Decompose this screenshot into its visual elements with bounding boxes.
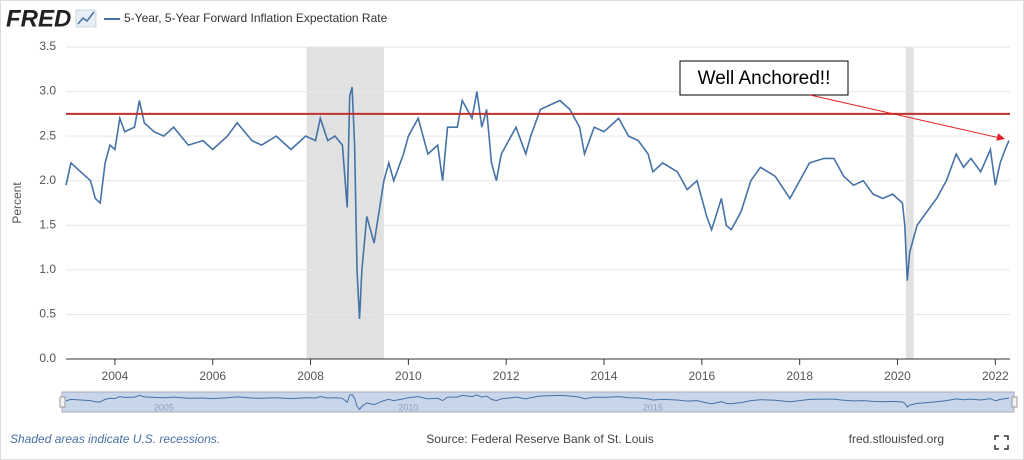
site: fred.stlouisfed.org — [849, 432, 944, 446]
annotation-box — [679, 60, 849, 96]
x-tick-label: 2004 — [102, 369, 129, 383]
y-axis-label: Percent — [10, 182, 24, 224]
logo: FRED — [6, 5, 71, 32]
x-tick-label: 2014 — [591, 369, 618, 383]
y-tick-label: 1.5 — [39, 217, 56, 231]
source: Source: Federal Reserve Bank of St. Loui… — [426, 432, 653, 446]
navigator-tick-label: 2005 — [154, 402, 174, 412]
x-tick-label: 2020 — [884, 369, 911, 383]
x-tick-label: 2006 — [199, 369, 226, 383]
navigator-handle-right — [1011, 396, 1018, 408]
y-tick-label: 0.5 — [39, 307, 56, 321]
recession-note: Shaded areas indicate U.S. recessions. — [10, 432, 220, 446]
y-tick-label: 3.5 — [39, 39, 56, 53]
navigator-tick-label: 2015 — [643, 402, 663, 412]
annotation-arrow — [809, 94, 1000, 139]
series-line — [65, 86, 1010, 319]
y-tick-label: 1.0 — [39, 262, 56, 276]
navigator — [61, 391, 1015, 413]
y-tick-label: 3.0 — [39, 84, 56, 98]
legend-label: 5-Year, 5-Year Forward Inflation Expecta… — [124, 11, 388, 25]
navigator-handle-left — [59, 396, 66, 408]
fullscreen-icon[interactable] — [994, 435, 1009, 450]
x-tick-label: 2010 — [395, 369, 422, 383]
x-tick-label: 2008 — [297, 369, 324, 383]
x-tick-label: 2022 — [982, 369, 1009, 383]
arrow-head — [996, 133, 1006, 141]
x-tick-label: 2012 — [493, 369, 520, 383]
y-tick-label: 0.0 — [39, 351, 56, 365]
y-tick-label: 2.0 — [39, 173, 56, 187]
navigator-tick-label: 2010 — [398, 402, 418, 412]
logo-icon — [75, 9, 97, 28]
plot: 0.0 0.5 1.0 1.5 2.0 2.5 3.0 3.5 2004 2006 2008 2010… — [39, 39, 1018, 413]
navigator-line — [65, 394, 1010, 411]
x-tick-label: 2018 — [786, 369, 813, 383]
y-tick-label: 2.5 — [39, 128, 56, 142]
annotation-text: Well Anchored!! — [698, 68, 831, 89]
recession-band — [905, 47, 914, 359]
recession-band — [306, 47, 384, 359]
x-tick-label: 2016 — [689, 369, 716, 383]
